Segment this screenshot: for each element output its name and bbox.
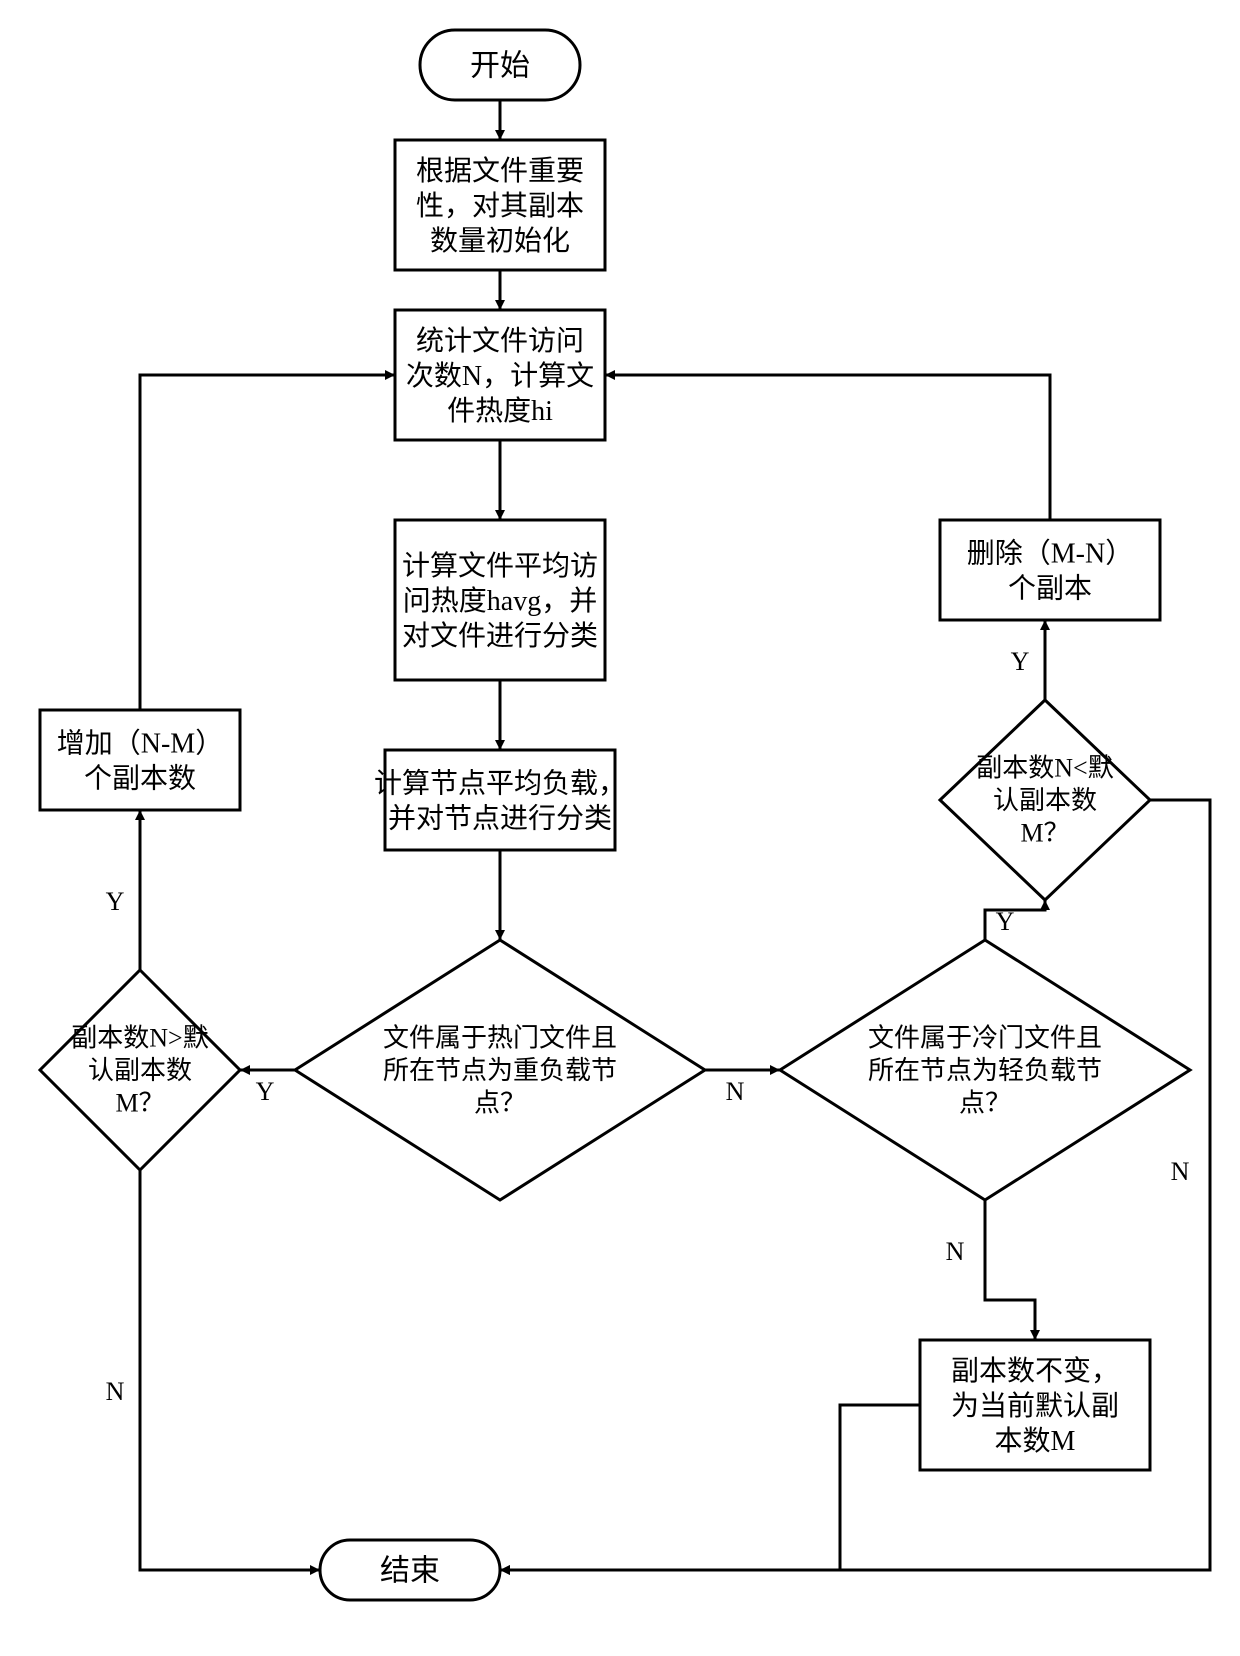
edge [985,1200,1035,1340]
node-stat: 统计文件访问次数N，计算文件热度hi [395,310,605,440]
node-addNM: 增加（N-M）个副本数 [40,710,240,810]
edge [605,375,1050,520]
flowchart-canvas: Y N Y N Y N Y N 开始结束 根据文件重要性，对其副本数量初始化统计文件访问次数N，计… [0,0,1240,1656]
node-nodeload: 计算节点平均负载，并对节点进行分类 [374,750,626,850]
edge [985,900,1045,940]
node-label: 根据文件重要性，对其副本数量初始化 [416,155,584,257]
edge-label: Y [996,907,1015,936]
node-nltM: 副本数N<默认副本数M？ [940,700,1150,900]
edge [140,375,395,710]
node-delMN: 删除（M-N）个副本 [940,520,1160,620]
node-hotHeavy: 文件属于热门文件且所在节点为重负载节点？ [295,940,705,1200]
edge [500,1405,920,1570]
edge [140,1170,320,1570]
edge-label: N [726,1077,745,1106]
edge-label: Y [1011,647,1030,676]
node-keepM: 副本数不变，为当前默认副本数M [920,1340,1150,1470]
edge-label: Y [256,1077,275,1106]
node-end: 结束 [320,1540,500,1600]
node-coldLight: 文件属于冷门文件且所在节点为轻负载节点？ [780,940,1190,1200]
edge-label: Y [106,887,125,916]
edge-label: N [1171,1157,1190,1186]
node-label: 计算文件平均访问热度havg，并对文件进行分类 [402,550,598,652]
node-start: 开始 [420,30,580,100]
edge-label: N [946,1237,965,1266]
edge-label: N [106,1377,125,1406]
node-init: 根据文件重要性，对其副本数量初始化 [395,140,605,270]
node-label: 结束 [380,1555,440,1588]
node-havg: 计算文件平均访问热度havg，并对文件进行分类 [395,520,605,680]
node-label: 开始 [470,50,530,83]
node-ngtM: 副本数N>默认副本数M？ [40,970,240,1170]
